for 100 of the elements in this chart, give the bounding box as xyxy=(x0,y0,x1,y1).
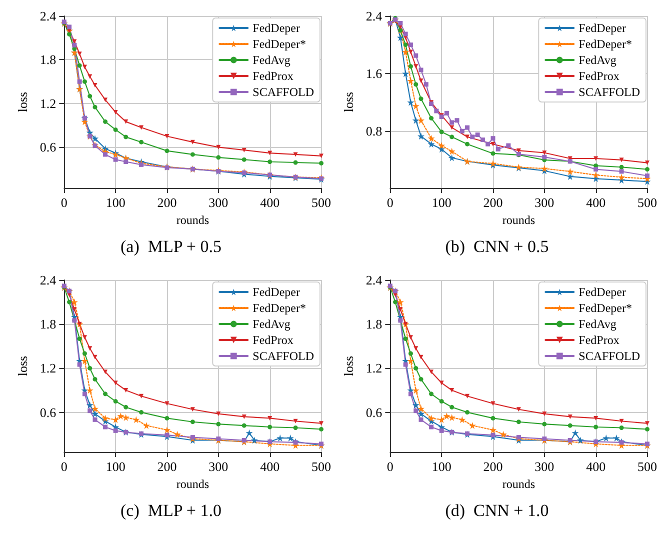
y-tick-label: 0.6 xyxy=(40,404,57,420)
legend-label: SCAFFOLD xyxy=(252,85,314,99)
x-tick-label: 200 xyxy=(157,459,177,474)
point xyxy=(450,388,454,393)
point xyxy=(403,32,408,36)
point xyxy=(216,436,221,442)
y-tick-label: 2.4 xyxy=(366,8,383,24)
point xyxy=(418,78,424,84)
point xyxy=(216,412,221,416)
point xyxy=(465,125,470,130)
point xyxy=(124,160,128,164)
point xyxy=(542,154,547,160)
point xyxy=(444,110,449,116)
legend-label: SCAFFOLD xyxy=(252,349,314,363)
y-tick-label: 2.4 xyxy=(40,272,57,288)
point xyxy=(88,346,92,351)
point xyxy=(164,432,170,438)
point xyxy=(88,366,92,370)
point xyxy=(276,434,284,442)
point xyxy=(408,392,413,396)
x-tick-label: 300 xyxy=(534,459,554,474)
point xyxy=(490,432,496,438)
point xyxy=(439,380,444,386)
point xyxy=(418,116,424,124)
point xyxy=(602,434,610,442)
point xyxy=(566,172,574,180)
point xyxy=(246,429,253,436)
y-tick-label: 1.2 xyxy=(40,360,56,376)
point xyxy=(618,174,626,181)
y-tick-label: 0.8 xyxy=(366,124,382,139)
point xyxy=(645,160,650,166)
y-axis-title: loss xyxy=(15,92,30,112)
point xyxy=(88,94,92,98)
legend-label: FedDeper xyxy=(578,21,626,35)
point xyxy=(418,68,424,72)
y-axis-title: loss xyxy=(341,92,356,112)
legend-label: SCAFFOLD xyxy=(578,349,640,363)
legend-label: FedAvg xyxy=(578,53,616,67)
point xyxy=(403,362,408,367)
point xyxy=(67,24,72,30)
point xyxy=(142,422,150,430)
text: (b) CNN + 0.5 xyxy=(445,237,549,256)
point xyxy=(88,408,92,414)
point xyxy=(414,53,418,58)
point xyxy=(458,416,466,424)
point xyxy=(612,434,620,442)
point xyxy=(92,82,98,88)
legend-label: FedDeper* xyxy=(578,301,632,315)
point xyxy=(414,346,418,351)
point xyxy=(594,424,598,430)
point xyxy=(122,414,130,421)
point xyxy=(103,119,108,124)
x-tick-label: 100 xyxy=(432,195,452,210)
text: (c) MLP + 1.0 xyxy=(120,501,222,520)
point xyxy=(113,157,118,162)
point xyxy=(418,376,424,382)
point xyxy=(566,168,574,175)
point xyxy=(438,416,446,424)
point xyxy=(113,380,118,386)
x-tick-label: 300 xyxy=(208,195,228,210)
point xyxy=(542,412,547,416)
point xyxy=(418,405,424,412)
point xyxy=(454,118,460,123)
point xyxy=(77,63,82,68)
point xyxy=(319,154,324,158)
x-tick-label: 100 xyxy=(106,459,126,474)
point xyxy=(88,74,92,79)
point xyxy=(418,417,424,422)
point xyxy=(396,34,404,42)
point xyxy=(516,420,521,424)
point xyxy=(448,148,456,155)
point xyxy=(190,152,195,157)
point xyxy=(428,134,435,142)
x-tick-label: 0 xyxy=(60,459,68,474)
x-tick-label: 500 xyxy=(312,459,331,474)
legend-label: FedDeper* xyxy=(252,37,306,51)
point xyxy=(103,98,108,102)
point xyxy=(516,407,521,412)
point xyxy=(268,160,272,164)
point xyxy=(403,42,408,48)
x-tick-label: 200 xyxy=(483,459,503,474)
point xyxy=(619,418,624,424)
point xyxy=(645,174,650,178)
point xyxy=(242,438,246,442)
x-tick-label: 500 xyxy=(312,195,331,210)
point xyxy=(429,424,434,430)
y-tick-label: 2.4 xyxy=(366,272,383,288)
point xyxy=(448,414,456,421)
x-tick-label: 500 xyxy=(638,195,657,210)
point xyxy=(465,134,470,140)
x-axis-title: rounds xyxy=(176,212,210,227)
point xyxy=(67,32,72,36)
x-tick-label: 300 xyxy=(534,195,554,210)
point xyxy=(92,417,98,422)
y-tick-label: 0.6 xyxy=(366,404,383,420)
point xyxy=(164,148,170,154)
x-tick-label: 0 xyxy=(386,459,394,474)
point xyxy=(407,357,414,364)
point xyxy=(82,335,87,340)
point xyxy=(398,20,403,26)
